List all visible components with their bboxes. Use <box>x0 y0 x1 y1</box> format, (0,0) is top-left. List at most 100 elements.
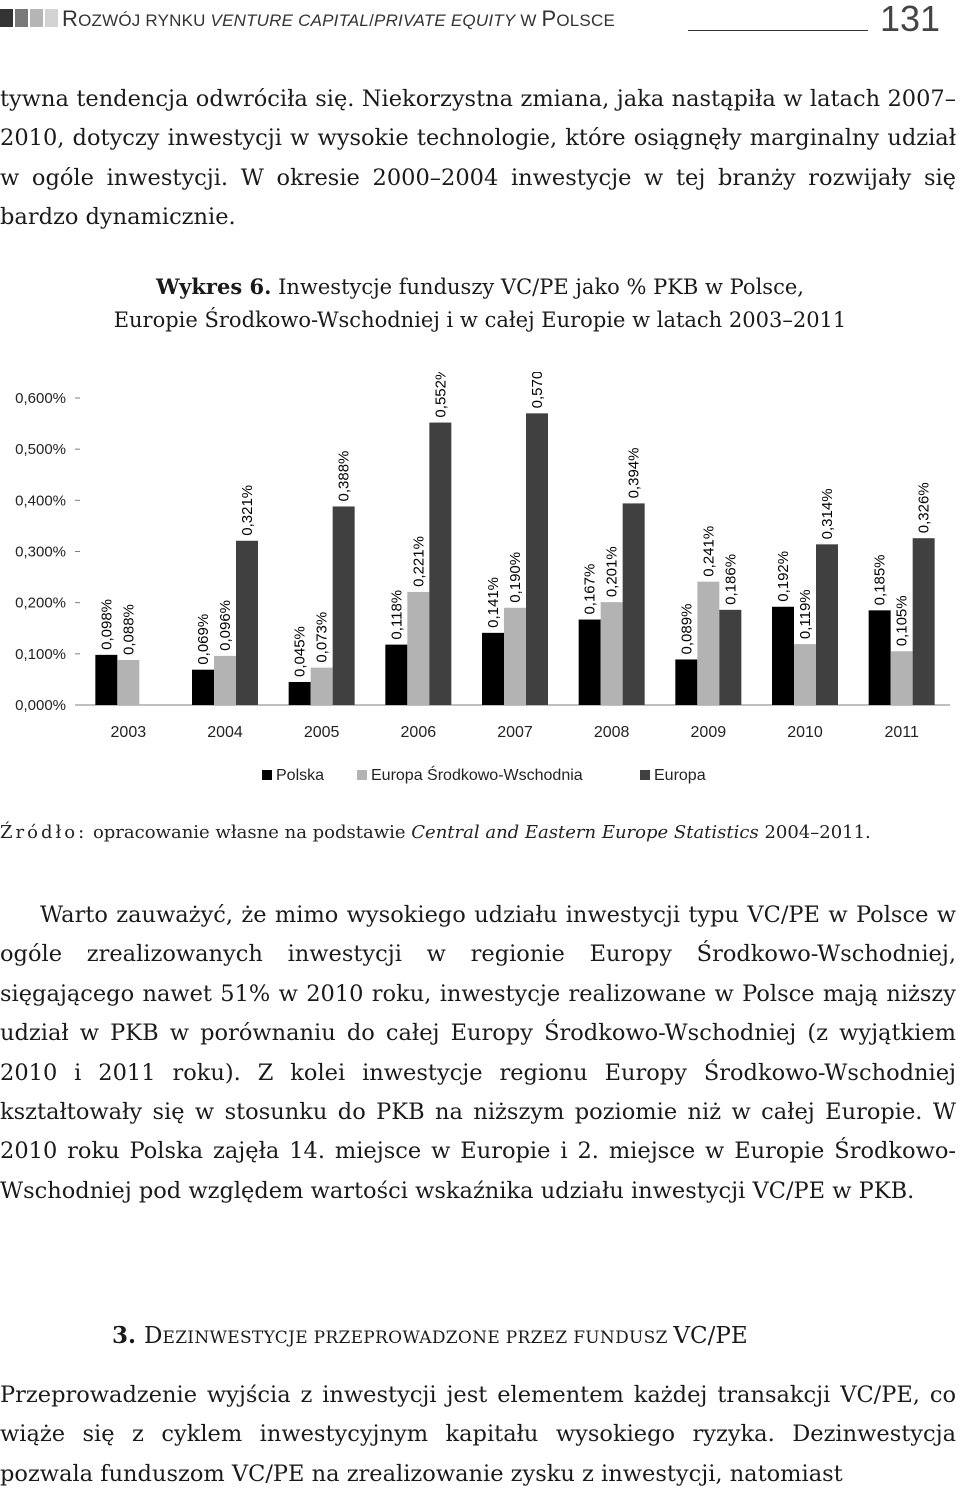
figure-source: Źródło: opracowanie własne na podstawie … <box>0 822 871 843</box>
y-tick-label: 0,200% <box>15 595 66 612</box>
figure-title-line2: Europie Środkowo-Wschodniej i w całej Eu… <box>113 308 847 332</box>
data-label: 0,119% <box>797 589 814 639</box>
y-tick-label: 0,300% <box>15 544 66 561</box>
legend-label: Europa Środkowo-Wschodnia <box>371 765 583 784</box>
source-years: 2004–2011. <box>758 822 871 843</box>
bar <box>236 540 258 705</box>
section-cap-d: D <box>144 1323 163 1349</box>
x-tick-label: 2009 <box>691 724 727 741</box>
title-cap-p: P <box>541 6 557 31</box>
title-olsce: OLSCE <box>556 11 615 30</box>
bar <box>697 581 720 705</box>
bar <box>504 607 526 705</box>
x-tick-label: 2005 <box>304 724 340 741</box>
bar <box>407 591 430 705</box>
header-square-1 <box>0 9 13 27</box>
data-label: 0,201% <box>604 546 621 597</box>
data-label: 0,190% <box>507 552 524 603</box>
data-label: 0,321% <box>239 485 256 536</box>
data-label: 0,096% <box>217 600 234 651</box>
data-label: 0,185% <box>872 554 889 605</box>
running-header: ROZWÓJ RYNKU VENTURE CAPITAL/PRIVATE EQU… <box>0 0 960 44</box>
running-title: ROZWÓJ RYNKU VENTURE CAPITAL/PRIVATE EQU… <box>62 6 615 32</box>
source-italic: Central and Eastern Europe Statistics <box>411 822 759 843</box>
title-w: W <box>515 11 542 30</box>
bar <box>912 538 935 705</box>
legend-swatch <box>357 770 367 780</box>
section-heading: 3. DEZINWESTYCJE PRZEPROWADZONE PRZEZ FU… <box>112 1322 748 1349</box>
bar <box>95 654 118 705</box>
source-text: opracowanie własne na podstawie <box>87 822 412 843</box>
data-label: 0,069% <box>195 614 212 665</box>
header-square-2 <box>15 9 28 27</box>
bar <box>890 651 913 705</box>
data-label: 0,088% <box>120 604 137 655</box>
source-label: Źródło: <box>0 822 88 843</box>
data-label: 0,098% <box>98 599 115 650</box>
section-cap-vcpe: VC/PE <box>673 1323 748 1349</box>
bar <box>385 644 408 705</box>
bar <box>816 544 838 705</box>
bar <box>675 659 698 705</box>
bar <box>117 659 140 705</box>
data-label: 0,314% <box>819 488 836 539</box>
paragraph-3: Przeprowadzenie wyjścia z inwestycji jes… <box>0 1382 956 1487</box>
bar <box>600 602 623 705</box>
title-cap: R <box>62 6 79 31</box>
x-tick-label: 2011 <box>884 724 919 741</box>
data-label: 0,073% <box>314 612 331 663</box>
bar <box>214 655 236 705</box>
bar-chart: 0,000% 0,100% 0,200% 0,300% 0,400% 0,500% 0,60… <box>15 372 950 784</box>
data-label: 0,221% <box>410 536 427 587</box>
x-tick-label: 2004 <box>207 724 243 741</box>
data-label: 0,388% <box>336 451 353 502</box>
paragraph-2-text: Warto zauważyć, że mimo wysokiego udział… <box>0 902 956 1204</box>
x-tick-label: 2007 <box>497 724 533 741</box>
legend-label: Europa <box>654 767 706 784</box>
bar <box>578 619 601 705</box>
legend-swatch <box>262 770 272 780</box>
x-tick-label: 2006 <box>401 724 437 741</box>
title-italic-vc: VENTURE CAPITAL <box>210 11 370 30</box>
intro-paragraph: tywna tendencja odwróciła się. Niekorzys… <box>0 86 956 231</box>
y-tick-label: 0,500% <box>15 441 66 458</box>
x-tick-label: 2008 <box>594 724 630 741</box>
bar <box>429 422 452 705</box>
bar <box>622 503 645 705</box>
y-tick-label: 0,100% <box>15 646 66 663</box>
x-tick-label: 2010 <box>787 724 823 741</box>
legend-label: Polska <box>276 767 324 784</box>
paragraph-2: Warto zauważyć, że mimo wysokiego udział… <box>0 896 956 1211</box>
page-number: 131 <box>880 0 941 39</box>
data-label: 0,570% <box>529 372 546 408</box>
figure-title-line1: Inwestycje funduszy VC/PE jako % PKB w P… <box>271 275 804 299</box>
section-title-rest: EZINWESTYCJE PRZEPROWADZONE PRZEZ FUNDUS… <box>162 1328 674 1348</box>
title-italic-pe: PRIVATE EQUITY <box>374 11 516 30</box>
y-tick-label: 0,600% <box>15 390 66 407</box>
legend-swatch <box>640 770 650 780</box>
data-label: 0,241% <box>700 526 717 577</box>
y-tick-label: 0,000% <box>15 697 66 714</box>
bar <box>794 644 816 705</box>
bar <box>526 413 548 705</box>
bar <box>332 506 355 705</box>
data-label: 0,552% <box>432 372 449 418</box>
data-label: 0,326% <box>916 482 933 533</box>
bar <box>772 606 794 705</box>
data-label: 0,089% <box>678 604 695 655</box>
bar <box>482 632 504 705</box>
data-label: 0,141% <box>485 577 502 628</box>
title-rest: OZWÓJ RYNKU <box>78 11 211 30</box>
header-square-4 <box>45 9 58 27</box>
title-slash: / <box>369 11 375 30</box>
bar <box>192 669 214 705</box>
bar <box>288 681 311 705</box>
data-label: 0,394% <box>626 448 643 499</box>
data-label: 0,105% <box>894 595 911 646</box>
data-label: 0,167% <box>582 564 599 615</box>
bar <box>719 609 742 705</box>
bar <box>868 610 891 705</box>
header-rule <box>688 30 868 31</box>
data-label: 0,192% <box>775 551 792 602</box>
data-label: 0,186% <box>722 554 739 605</box>
